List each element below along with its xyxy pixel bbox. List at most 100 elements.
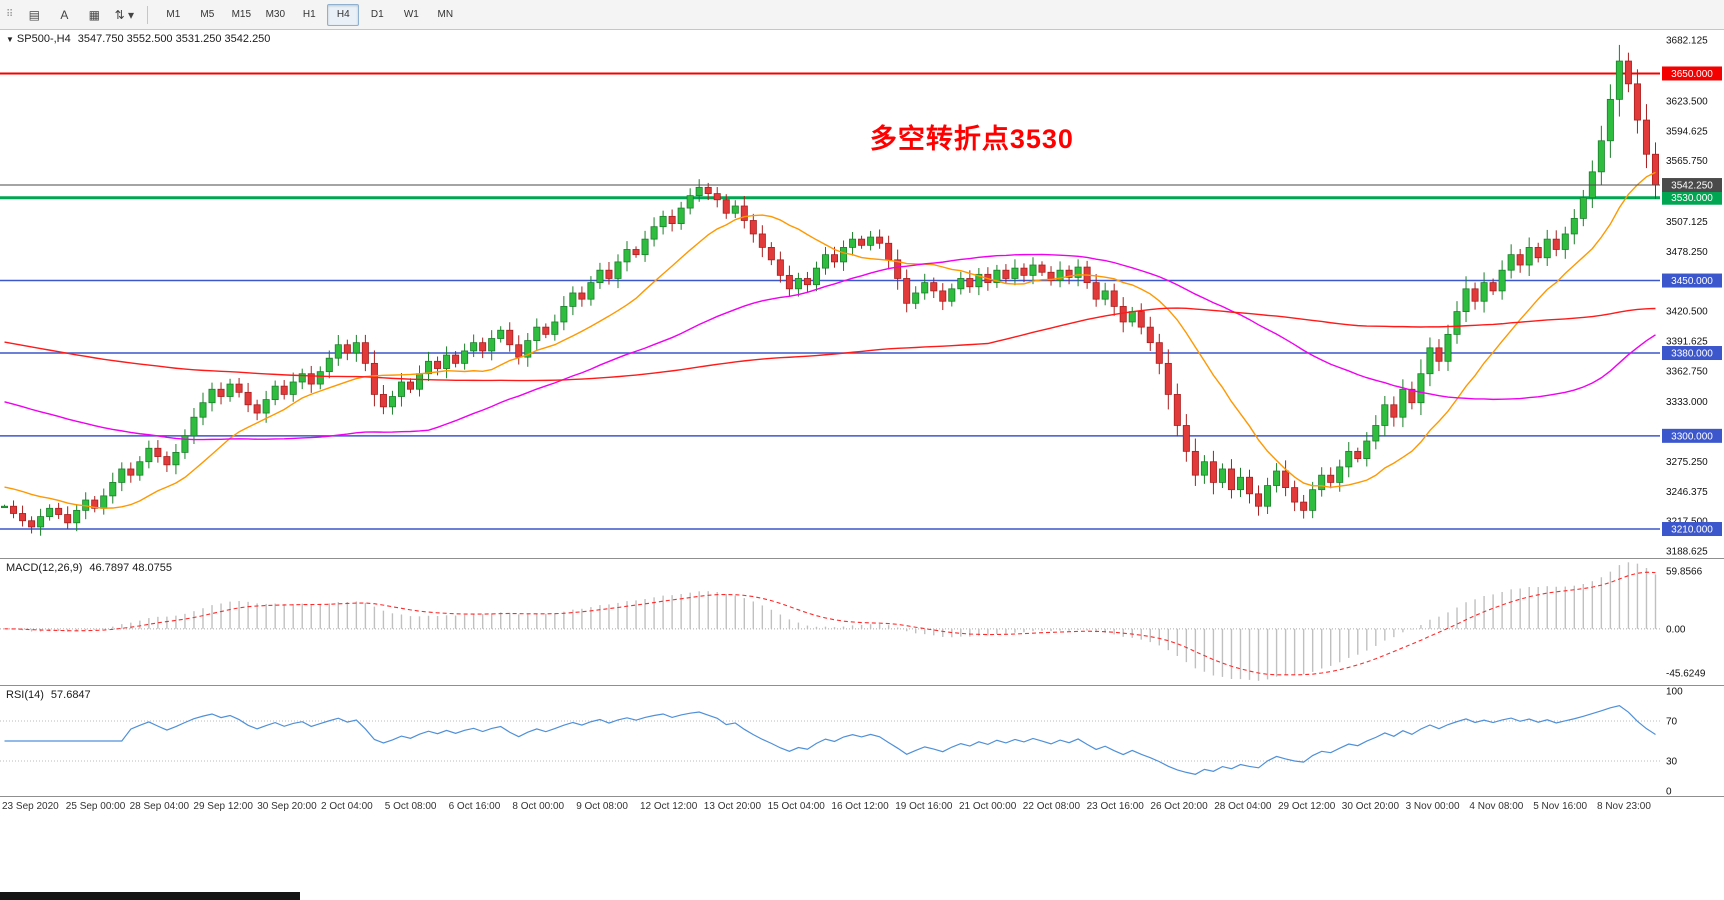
candle-body [1047,271,1055,281]
candle-body [695,186,703,197]
ma-line-fast[interactable] [4,171,1656,509]
candle-body [235,383,243,393]
candle-body [1246,476,1254,495]
candle-body [885,242,893,261]
time-label: 8 Oct 00:00 [512,801,565,812]
candle-body [28,520,36,528]
candle-body [803,278,811,286]
time-label: 22 Oct 08:00 [1022,801,1081,812]
timeframe-h1[interactable]: H1 [302,9,316,20]
time-label: 28 Oct 04:00 [1214,801,1272,812]
timeframe-h4[interactable]: H4 [327,3,360,26]
timeframe-button-group: M1 M5 M15 M30 H1 H4 D1 W1 MN [156,3,462,26]
candle-body [118,468,126,483]
candle-body [1137,311,1145,328]
timeframe-m5[interactable]: M5 [200,9,215,20]
timeframe-m30[interactable]: M30 [265,9,286,20]
candle-body [939,290,947,302]
candle-body [271,385,279,400]
candle-body [578,292,586,300]
ma-line-slow[interactable] [4,307,1656,382]
candle-body [668,215,676,224]
candle-body [650,226,658,240]
chart-annotation-text[interactable]: 多空转折点3530 [869,123,1074,154]
price-tick-label: 3682.125 [1666,36,1708,47]
macd-axis-label: 59.8566 [1666,566,1703,577]
candle-body [785,274,793,290]
toolbar-icon-group: ▤ A ▦ ⇅ ▾ [19,3,139,27]
time-label: 6 Oct 16:00 [448,801,501,812]
candle-body [470,342,478,352]
candle-body [1191,450,1199,476]
price-chart-panel: 3682.125 3623.500 3594.625 3565.750 3507.125… [0,30,1724,558]
candle-body [217,388,225,397]
candle-body [55,507,63,515]
candle-body [289,381,297,395]
candle-body [1426,347,1434,375]
rsi-canvas[interactable]: 100 70 30 0 [0,686,1724,796]
candle-body [1390,404,1398,418]
timeframe-d1[interactable]: D1 [370,9,384,20]
candle-body [731,205,739,214]
candle-body [19,513,27,522]
candle-body [1327,474,1335,483]
candle-body [1471,288,1479,302]
rsi-indicator-panel: 100 70 30 0 RSI(14) 57.6847 [0,685,1724,796]
macd-canvas[interactable]: 59.8566 0.00 -45.6249 [0,559,1724,685]
rsi-value: 57.6847 [50,689,91,701]
rsi-line [4,705,1656,775]
candle-body [686,195,694,209]
timeframe-m15[interactable]: M15 [231,9,252,20]
price-badge [1662,190,1722,205]
time-label: 29 Sep 12:00 [193,801,253,812]
timeframe-mn[interactable]: MN [437,9,454,20]
candle-body [163,456,171,466]
candle-body [452,354,460,364]
time-label: 2 Oct 04:00 [321,801,373,812]
candle-body [1606,98,1614,142]
toolbar-separator [147,5,149,24]
symbol-dropdown-icon[interactable]: ▼ [6,35,14,44]
rsi-axis-label: 30 [1666,757,1678,768]
price-tick-label: 3188.625 [1666,547,1708,558]
candle-body [812,267,820,286]
candle-body [1480,282,1488,302]
timeframe-m1[interactable]: M1 [166,9,181,20]
time-label: 21 Oct 00:00 [959,801,1017,812]
candle-body [515,344,523,358]
timeframe-w1[interactable]: W1 [403,9,419,20]
price-tick-label: 3275.250 [1666,457,1708,468]
tools-dropdown-icon[interactable]: ⇅ ▾ [114,7,135,22]
candle-body [1507,254,1515,271]
candle-body [334,344,342,359]
candle-body [1074,266,1082,278]
ma-line-mid[interactable] [4,253,1656,441]
candle-body [903,278,911,304]
candle-body [975,273,983,288]
grid-icon[interactable]: ▤ [28,7,40,22]
price-chart-canvas[interactable]: 3682.125 3623.500 3594.625 3565.750 3507.125… [0,30,1724,558]
candle-body [1218,468,1226,483]
candle-body [91,499,99,509]
candle-body [524,340,532,358]
time-label: 15 Oct 04:00 [767,801,825,812]
chart-window-icon[interactable]: ▦ [88,7,100,22]
price-tick-label: 3507.125 [1666,217,1708,228]
candle-body [1264,485,1272,507]
candle-body [1543,238,1551,259]
candle-body [1291,487,1299,503]
candle-body [1065,269,1073,278]
candle-body [596,269,604,284]
candle-body [1615,60,1623,100]
candle-body [1227,468,1235,491]
time-label: 12 Oct 12:00 [640,801,698,812]
macd-axis-label: -45.6249 [1666,669,1706,680]
candle-body [1381,404,1389,426]
candle-body [849,238,857,248]
annotations-icon[interactable]: A [60,7,69,22]
candle-body [569,292,577,307]
time-label: 16 Oct 12:00 [831,801,889,812]
price-tick-label: 3623.500 [1666,96,1708,107]
toolbar-drag-handle[interactable]: ⠿ [6,9,14,20]
candle-body [794,278,802,290]
